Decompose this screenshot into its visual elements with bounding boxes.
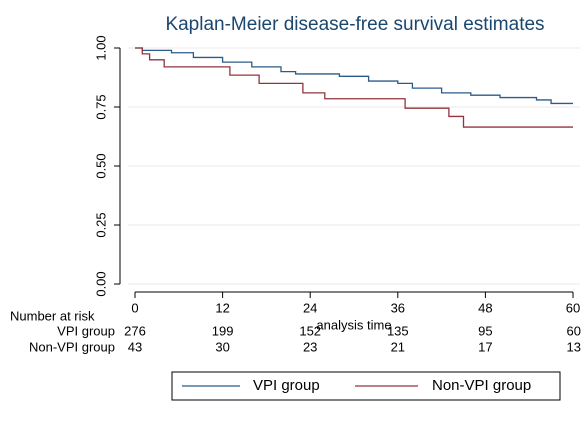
chart-title: Kaplan-Meier disease-free survival estim… — [165, 14, 544, 35]
y-tick-label: 1.00 — [93, 35, 108, 60]
x-axis-label: analysis time — [316, 317, 391, 332]
survival-line — [135, 47, 573, 128]
x-tick-label: 36 — [391, 300, 405, 315]
survival-line — [135, 47, 573, 105]
risk-value: 43 — [128, 339, 142, 354]
y-tick-label: 0.00 — [93, 271, 108, 296]
risk-value: 135 — [387, 323, 409, 338]
legend-label: VPI group — [253, 377, 320, 394]
legend-label: Non-VPI group — [432, 377, 531, 394]
risk-row-label: Non-VPI group — [29, 339, 115, 354]
risk-value: 30 — [215, 339, 229, 354]
risk-value: 21 — [391, 339, 405, 354]
risk-value: 60 — [567, 323, 581, 338]
risk-value: 23 — [303, 339, 317, 354]
risk-table-title: Number at risk — [10, 308, 95, 323]
risk-value: 199 — [212, 323, 234, 338]
y-tick-label: 0.75 — [93, 94, 108, 119]
risk-row-label: VPI group — [57, 323, 115, 338]
y-tick-label: 0.25 — [93, 212, 108, 237]
x-tick-label: 24 — [303, 300, 317, 315]
x-tick-label: 48 — [478, 300, 492, 315]
risk-value: 152 — [299, 323, 321, 338]
x-tick-label: 60 — [566, 300, 580, 315]
y-tick-label: 0.50 — [93, 153, 108, 178]
risk-value: 276 — [124, 323, 146, 338]
x-tick-label: 12 — [215, 300, 229, 315]
risk-value: 17 — [478, 339, 492, 354]
x-tick-label: 0 — [131, 300, 138, 315]
risk-value: 13 — [567, 339, 581, 354]
legend-box — [171, 371, 561, 401]
risk-value: 95 — [478, 323, 492, 338]
